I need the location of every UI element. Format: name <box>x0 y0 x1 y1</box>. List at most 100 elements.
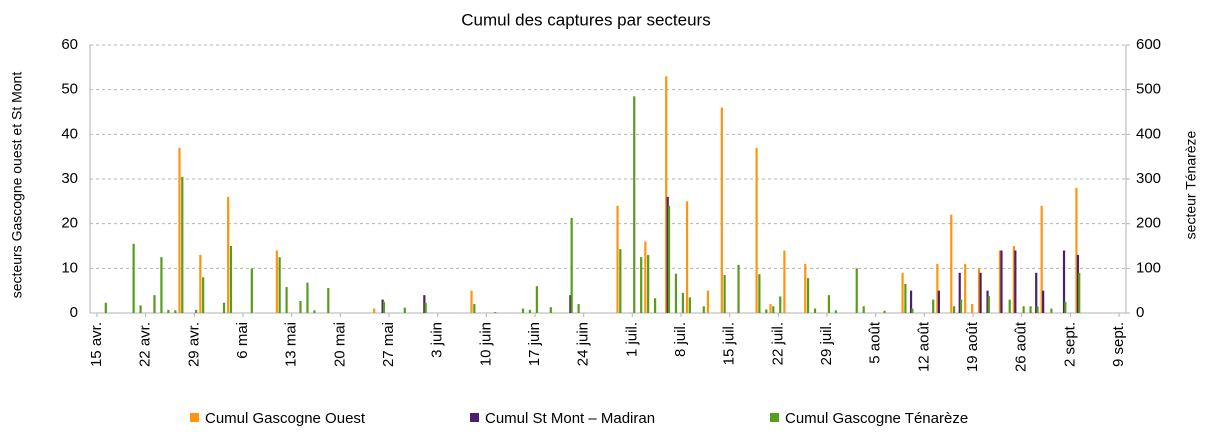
bar <box>758 274 761 313</box>
bar <box>964 263 967 313</box>
bar <box>1075 187 1078 313</box>
bar <box>998 250 1002 313</box>
x-tick-label: 22 avr. <box>137 322 154 367</box>
bar <box>1076 254 1080 313</box>
bar <box>723 275 726 313</box>
bar <box>644 241 647 313</box>
bar <box>285 287 288 313</box>
bar <box>783 250 786 313</box>
x-tick-label: 13 mai <box>283 322 300 367</box>
y2-tick-label: 600 <box>1136 36 1161 53</box>
y-tick-label: 60 <box>61 36 78 53</box>
x-tick-label: 27 mai <box>380 322 397 367</box>
bar <box>424 302 427 313</box>
bar <box>195 309 198 313</box>
bar <box>616 205 619 313</box>
legend-swatch <box>770 413 779 422</box>
x-tick-label: 29 juil. <box>818 322 835 365</box>
bar <box>473 304 476 313</box>
bar <box>494 312 497 313</box>
bar <box>299 300 302 313</box>
bar <box>667 205 671 313</box>
bar <box>665 76 668 314</box>
bar <box>181 176 184 313</box>
bar <box>403 307 406 313</box>
y2-tick-label: 400 <box>1136 125 1161 142</box>
bar <box>737 264 740 313</box>
bar <box>202 277 205 313</box>
bar <box>904 283 907 313</box>
x-tick-label: 19 août <box>964 321 981 372</box>
bar <box>1012 246 1015 313</box>
y-tick-label: 40 <box>61 125 78 142</box>
bar <box>423 295 426 313</box>
y-tick-label: 10 <box>61 259 78 276</box>
bar <box>174 310 177 313</box>
bar <box>979 272 982 313</box>
bar <box>702 306 705 313</box>
bar <box>1064 301 1067 313</box>
bar <box>765 309 768 313</box>
x-tick-label: 20 mai <box>331 322 348 367</box>
x-tick-label: 15 juil. <box>721 322 738 365</box>
bar <box>153 295 156 313</box>
x-tick-label: 17 juin <box>526 322 543 366</box>
bar <box>959 299 963 313</box>
bar <box>862 306 865 313</box>
bar <box>1042 290 1045 313</box>
bar <box>570 217 573 313</box>
y-tick-label: 0 <box>70 304 78 321</box>
legend-swatch <box>190 413 199 422</box>
bar <box>681 292 685 313</box>
bar <box>470 290 473 313</box>
x-tick-label: 12 août <box>915 321 932 372</box>
bar <box>932 299 935 313</box>
y2-tick-label: 300 <box>1136 170 1161 187</box>
bar <box>936 263 939 313</box>
bar <box>883 310 886 313</box>
bar <box>937 290 940 313</box>
y2-tick-label: 0 <box>1136 304 1144 321</box>
bar <box>278 257 281 313</box>
x-tick-label: 22 juil. <box>769 322 786 365</box>
x-tick-label: 5 août <box>867 321 884 364</box>
bar <box>1062 250 1066 313</box>
bar <box>381 299 384 313</box>
x-tick-label: 8 juil. <box>672 322 689 357</box>
bar <box>977 268 981 313</box>
y2-tick-label: 200 <box>1136 215 1161 232</box>
bar <box>806 278 810 313</box>
bar <box>911 308 914 313</box>
x-tick-label: 1 juil. <box>623 322 640 357</box>
bar <box>855 268 858 313</box>
bar <box>199 254 202 313</box>
bar <box>640 257 643 313</box>
bar <box>813 308 817 313</box>
x-tick-label: 6 mai <box>234 322 251 359</box>
bar <box>549 307 552 313</box>
bar <box>275 250 278 313</box>
x-tick-label: 24 juin <box>575 322 592 366</box>
y2-axis-title: secteur Ténarèze <box>1183 130 1199 239</box>
bar <box>229 246 233 313</box>
bar <box>987 296 990 313</box>
bar <box>521 308 525 313</box>
bar <box>227 196 230 313</box>
bar <box>706 290 710 313</box>
bar <box>569 295 572 313</box>
bar <box>901 272 904 313</box>
bar <box>139 305 142 313</box>
y-axis-title: secteurs Gascogne ouest et St Mont <box>9 72 25 299</box>
bar <box>132 243 135 313</box>
x-tick-label: 2 sept. <box>1061 322 1078 367</box>
bar <box>986 290 989 313</box>
bar <box>1022 306 1025 313</box>
bar <box>950 214 953 313</box>
bar <box>971 304 974 313</box>
bar <box>160 257 163 313</box>
bar <box>327 287 330 313</box>
y-tick-label: 30 <box>61 170 78 187</box>
legend-label: Cumul Gascogne Ouest <box>205 410 366 427</box>
bar <box>653 298 657 313</box>
bar <box>1050 308 1053 313</box>
